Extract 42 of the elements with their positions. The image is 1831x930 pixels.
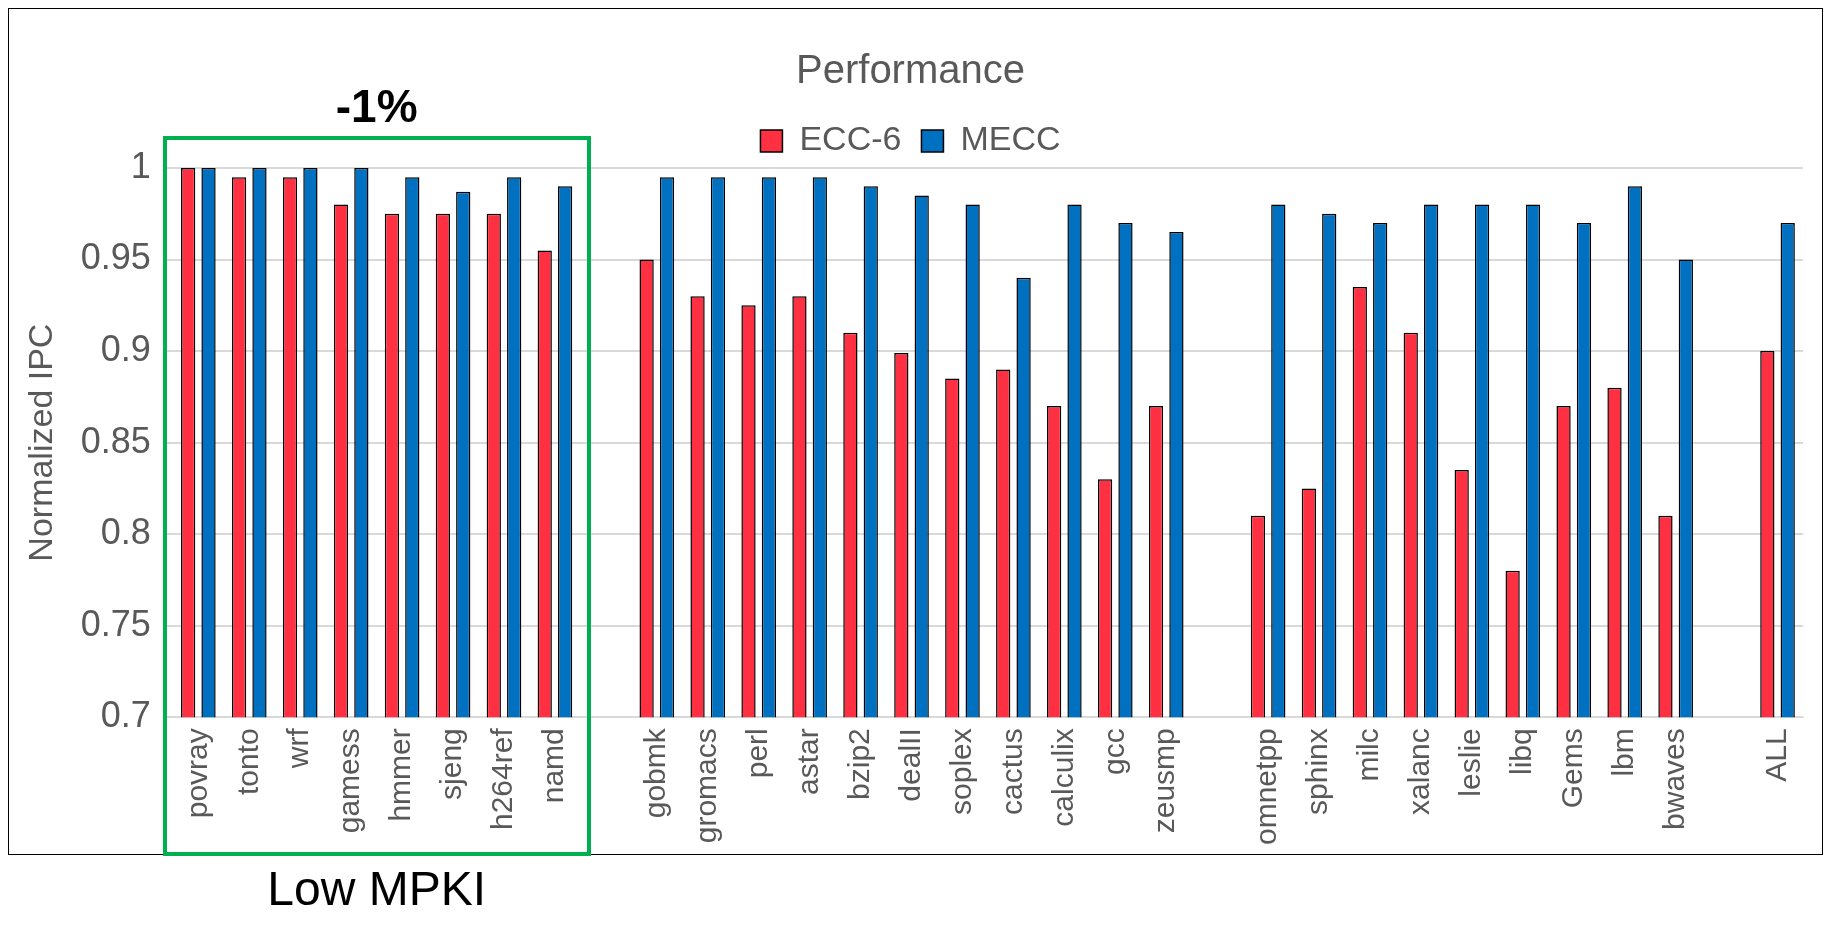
x-tick-label: zeusmp — [1147, 728, 1181, 834]
x-tick-label: cactus — [994, 728, 1028, 815]
x-tick-label: ALL — [1758, 728, 1792, 782]
x-tick-label: perl — [739, 728, 773, 779]
x-tick-label: bwaves — [1656, 728, 1690, 830]
x-tick-label: namd — [536, 728, 570, 804]
x-tick-label: leslie — [1453, 728, 1487, 797]
legend-label: MECC — [960, 119, 1061, 158]
y-tick-label: 0.95 — [80, 236, 151, 278]
x-tick-label: Gems — [1555, 728, 1589, 809]
x-tick-label: gcc — [1096, 728, 1130, 775]
x-tick-label: lbm — [1605, 728, 1639, 777]
y-tick-label: 0.9 — [100, 328, 151, 370]
x-tick-label: bzip2 — [841, 728, 875, 800]
y-tick-label: 0.75 — [80, 602, 151, 644]
x-tick-label: hmmer — [383, 728, 417, 822]
x-tick-label: libq — [1504, 728, 1538, 775]
y-tick-label: 0.8 — [100, 511, 151, 553]
x-tick-label: omnetpp — [1249, 728, 1283, 845]
text: Low MPKI — [267, 862, 487, 916]
chart-title: Performance — [796, 47, 1025, 92]
x-tick-label: tonto — [230, 728, 264, 795]
x-tick-label: wrf — [281, 727, 315, 770]
y-tick-label: 1 — [130, 144, 151, 186]
x-tick-label: povray — [179, 728, 213, 819]
y-axis-title: Normalized IPC — [20, 323, 59, 562]
x-tick-label: gromacs — [689, 728, 723, 844]
x-tick-label: gobmk — [638, 727, 672, 819]
text: -1% — [335, 79, 418, 132]
x-tick-label: sphinx — [1300, 728, 1334, 815]
x-tick-label: sjeng — [434, 728, 468, 800]
legend-label: ECC-6 — [799, 119, 902, 158]
x-tick-label: xalanc — [1402, 728, 1436, 815]
x-tick-label: dealII — [892, 728, 926, 802]
y-tick-label: 0.7 — [100, 694, 151, 736]
x-tick-label: calculix — [1045, 728, 1079, 827]
x-tick-label: soplex — [943, 728, 977, 815]
y-tick-label: 0.85 — [80, 419, 151, 461]
x-tick-label: milc — [1351, 728, 1385, 782]
x-tick-label: astar — [790, 728, 824, 795]
x-tick-label: h264ref — [485, 727, 519, 830]
x-tick-label: gamess — [332, 728, 366, 834]
